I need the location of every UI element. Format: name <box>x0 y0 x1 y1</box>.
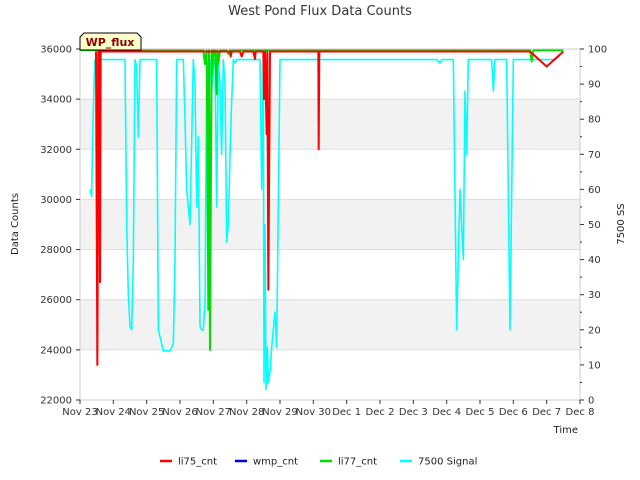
series-layer <box>80 49 565 391</box>
chart-title: West Pond Flux Data Counts <box>228 4 412 19</box>
y2-tick-label: 70 <box>588 150 601 161</box>
y2-tick-label: 60 <box>588 185 601 196</box>
y2-tick-label: 100 <box>588 45 607 56</box>
y2-tick-label: 40 <box>588 255 601 266</box>
plot-band <box>80 149 580 200</box>
y-tick-label: 26000 <box>40 295 72 306</box>
y2-tick-label: 20 <box>588 325 601 336</box>
legend-label-7500-signal: 7500 Signal <box>418 457 477 468</box>
x-tick-label: Nov 25 <box>129 407 164 418</box>
legend: li75_cnt wmp_cnt li77_cnt 7500 Signal <box>160 457 477 468</box>
y2-tick-label: 30 <box>588 290 601 301</box>
y-tick-label: 32000 <box>40 145 72 156</box>
x-tick-label: Dec 6 <box>499 407 528 418</box>
legend-label-li77-cnt: li77_cnt <box>338 457 377 468</box>
y2-tick-label: 90 <box>588 80 601 91</box>
x-tick-label: Dec 7 <box>532 407 561 418</box>
y-tick-label: 34000 <box>40 95 72 106</box>
wp-flux-badge: WP_flux <box>79 32 142 51</box>
plot-band <box>80 199 580 250</box>
x-tick-label: Nov 29 <box>262 407 297 418</box>
series-line-7500-signal <box>89 55 561 391</box>
plot-band <box>80 99 580 150</box>
plot-bands <box>80 49 580 400</box>
x-tick-label: Dec 5 <box>466 407 495 418</box>
x-tick-label: Dec 2 <box>366 407 395 418</box>
legend-label-li75-cnt: li75_cnt <box>178 457 217 468</box>
y-tick-label: 30000 <box>40 195 72 206</box>
y2-tick-label: 80 <box>588 115 601 126</box>
y2-tick-label: 50 <box>588 220 601 231</box>
y-tick-label: 24000 <box>40 345 72 356</box>
plot-band <box>80 249 580 300</box>
y-axis-left: 22000 24000 26000 28000 30000 32000 34000 36000 <box>40 45 80 407</box>
y2-tick-label: 10 <box>588 360 601 371</box>
series-line-li77-cnt <box>80 49 564 351</box>
badge-box <box>79 32 142 51</box>
y-tick-label: 28000 <box>40 245 72 256</box>
y-tick-label: 36000 <box>40 45 72 56</box>
badge-label: WP_flux <box>86 36 135 49</box>
y2-axis-title: 7500 SS <box>616 203 627 244</box>
plot-band <box>80 299 580 350</box>
x-tick-label: Dec 3 <box>399 407 428 418</box>
x-tick-label: Nov 27 <box>196 407 231 418</box>
x-tick-label: Dec 4 <box>432 407 461 418</box>
x-tick-label: Nov 30 <box>296 407 331 418</box>
y-tick-label: 22000 <box>40 396 72 407</box>
series-line-li75-cnt <box>95 50 565 366</box>
y-axis-right: 0 10 20 30 40 50 60 70 80 90 100 <box>580 45 607 407</box>
y2-tick-label: 0 <box>588 396 594 407</box>
x-axis-title: Time <box>553 425 578 436</box>
legend-label-wmp-cnt: wmp_cnt <box>253 457 298 468</box>
x-tick-label: Nov 28 <box>229 407 264 418</box>
plot-band <box>80 49 580 100</box>
x-tick-label: Nov 23 <box>62 407 97 418</box>
x-tick-label: Dec 1 <box>332 407 361 418</box>
x-tick-label: Dec 8 <box>566 407 595 418</box>
x-tick-label: Nov 24 <box>96 407 131 418</box>
y-axis-title: Data Counts <box>10 193 21 255</box>
x-tick-label: Nov 26 <box>162 407 197 418</box>
plot-band <box>80 349 580 400</box>
